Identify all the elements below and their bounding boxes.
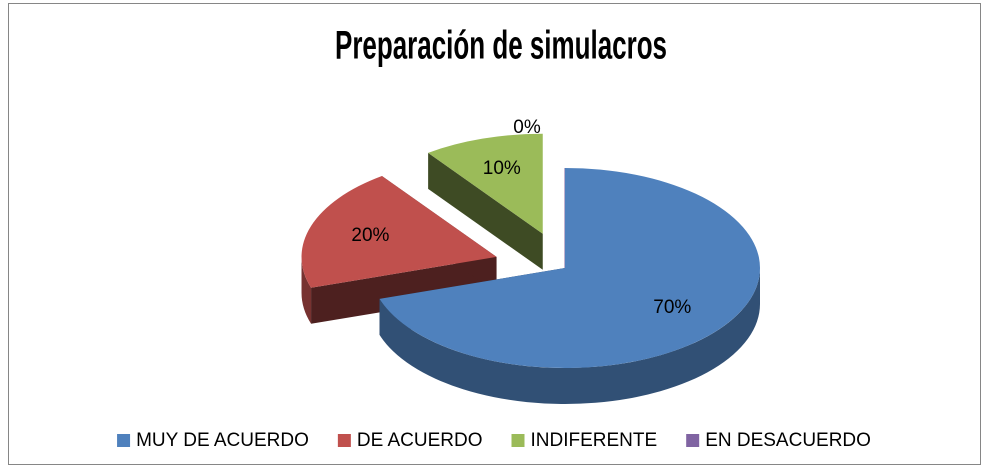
- slice-side: [311, 256, 497, 324]
- legend-label: MUY DE ACUERDO: [136, 430, 309, 451]
- legend-label: EN DESACUERDO: [705, 430, 871, 451]
- legend-swatch: [686, 434, 700, 447]
- slice-wall: [379, 268, 760, 405]
- chart-title: Preparación de simulacros: [335, 24, 667, 68]
- data-label: 10%: [483, 158, 521, 179]
- slice: [379, 168, 760, 405]
- slice-top: [301, 175, 497, 288]
- slice: [301, 175, 497, 324]
- slice: [428, 133, 543, 270]
- slice-wall: [301, 256, 312, 324]
- legend-swatch: [117, 434, 131, 447]
- legend-label: DE ACUERDO: [357, 430, 483, 451]
- data-label: 70%: [653, 297, 691, 318]
- legend-label: INDIFERENTE: [531, 430, 658, 451]
- legend-swatch: [337, 434, 351, 447]
- data-label: 20%: [351, 225, 389, 246]
- legend-swatch: [511, 434, 525, 447]
- slice-side: [428, 152, 543, 270]
- data-label: 0%: [513, 117, 541, 138]
- slice-top: [379, 168, 760, 368]
- slice-top: [428, 133, 543, 234]
